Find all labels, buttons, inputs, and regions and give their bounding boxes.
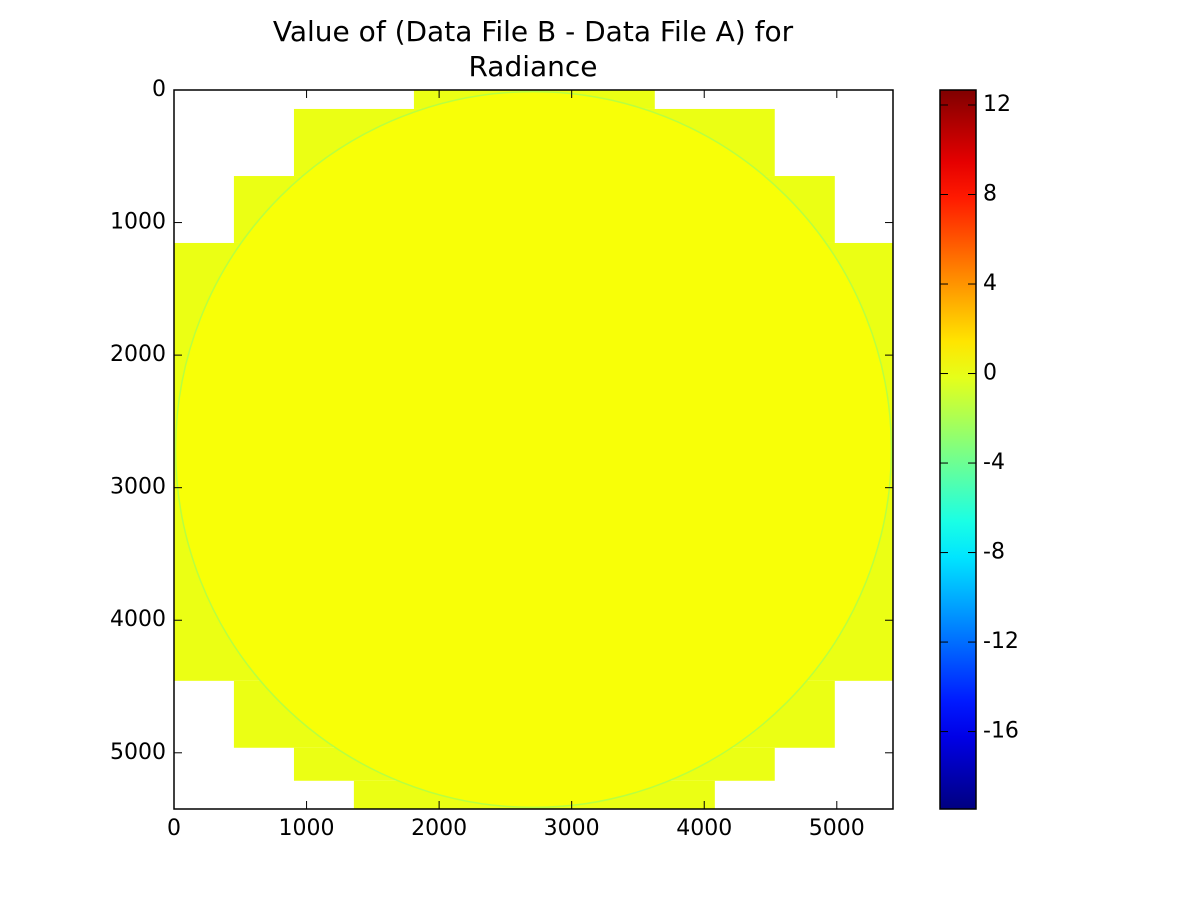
y-tick-label: 2000 — [110, 342, 166, 367]
x-tick-label: 2000 — [411, 816, 467, 841]
y-tick-label: 4000 — [110, 607, 166, 632]
image — [174, 90, 893, 809]
y-tick-label: 3000 — [110, 475, 166, 500]
colorbar-tick-label: 12 — [983, 92, 1011, 117]
x-tick-label: 5000 — [809, 816, 865, 841]
x-tick-label: 4000 — [676, 816, 732, 841]
colorbar-tick-label: 4 — [983, 271, 997, 296]
y-tick-label: 1000 — [110, 210, 166, 235]
colorbar-tick-label: -8 — [983, 540, 1005, 565]
y-tick-label: 0 — [152, 77, 166, 102]
x-tick-label: 3000 — [544, 816, 600, 841]
colorbar-tick-label: 8 — [983, 182, 997, 207]
y-tick-label: 5000 — [110, 740, 166, 765]
chart-title: Value of (Data File B - Data File A) for… — [272, 15, 794, 83]
colorbar-tick-label: -4 — [983, 450, 1005, 475]
colorbar-tick-label: -12 — [983, 629, 1019, 654]
disk — [174, 90, 893, 809]
x-tick-label: 0 — [167, 816, 181, 841]
colorbar-tick-label: -16 — [983, 719, 1019, 744]
x-tick-label: 1000 — [279, 816, 335, 841]
colorbar — [939, 89, 977, 810]
axes-frame — [173, 89, 894, 810]
colorbar-tick-label: 0 — [983, 361, 997, 386]
